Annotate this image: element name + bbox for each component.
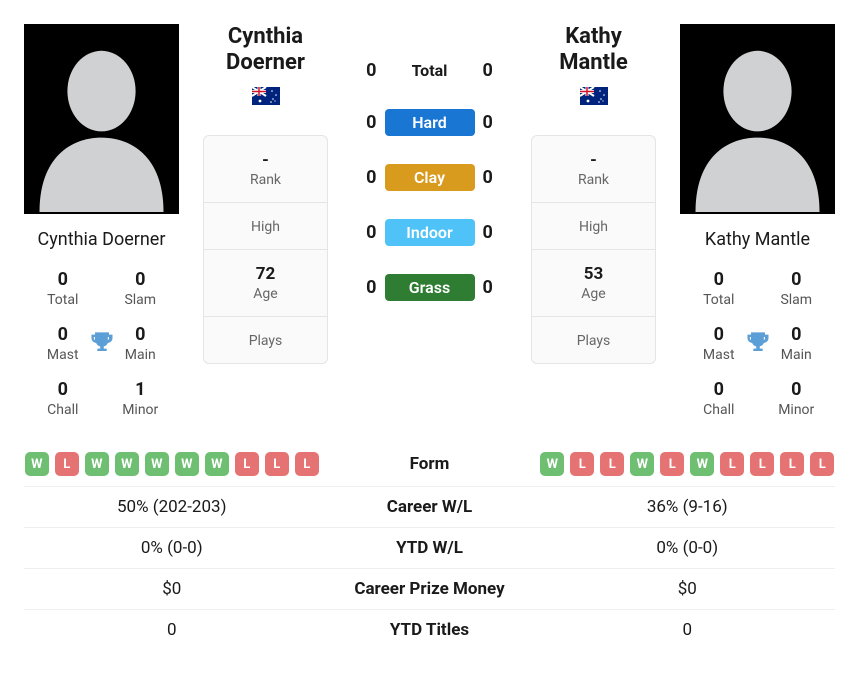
name-col-left: Cynthia Doerner - R [203, 24, 328, 418]
row-prize: $0 Career Prize Money $0 [24, 569, 835, 610]
compare-table: WLWWWWWLLL Form WLLWLWLLLL 50% (202-203)… [24, 442, 835, 650]
form-chip: L [660, 452, 684, 476]
form-chip: L [265, 452, 289, 476]
form-chip: L [720, 452, 744, 476]
bio-age-left: 72 Age [204, 250, 327, 317]
h2h-indoor: 0 Indoor 0 [352, 219, 507, 246]
title-chall-left: 0 Chall [24, 379, 102, 418]
form-chip: L [600, 452, 624, 476]
row-ytd-titles: 0 YTD Titles 0 [24, 610, 835, 650]
flag-right-icon [580, 87, 608, 105]
form-chip: W [115, 452, 139, 476]
title-grid-left: 0 Total 0 Slam 0 Mast 0 Main 0 Chall 1 M… [24, 269, 179, 418]
player-card-left: Cynthia Doerner 0 Total 0 Slam 0 Mast 0 … [24, 24, 179, 418]
silhouette-icon [680, 24, 835, 214]
bio-stack-left: - Rank High 72 Age Plays [203, 135, 328, 364]
title-minor-left: 1 Minor [102, 379, 180, 418]
bio-stack-right: - Rank High 53 Age Plays [531, 135, 656, 364]
form-chip: W [175, 452, 199, 476]
row-ytd-wl: 0% (0-0) YTD W/L 0% (0-0) [24, 528, 835, 569]
form-chip: W [145, 452, 169, 476]
player-name-right: Kathy Mantle [705, 228, 810, 251]
form-chip: W [205, 452, 229, 476]
surface-hard-pill: Hard [385, 109, 475, 136]
big-name-right: Kathy Mantle [531, 24, 656, 77]
title-total-right: 0 Total [680, 269, 758, 308]
name-col-right: Kathy Mantle - Rank [531, 24, 656, 418]
form-chip: L [570, 452, 594, 476]
form-chip: W [630, 452, 654, 476]
title-slam-left: 0 Slam [102, 269, 180, 308]
player-card-right: Kathy Mantle 0 Total 0 Slam 0 Mast 0 Mai… [680, 24, 835, 418]
form-chip: W [85, 452, 109, 476]
title-grid-right: 0 Total 0 Slam 0 Mast 0 Main 0 Chall 0 M… [680, 269, 835, 418]
bio-plays-left: Plays [204, 317, 327, 363]
row-form: WLWWWWWLLL Form WLLWLWLLLL [24, 442, 835, 487]
bio-plays-right: Plays [532, 317, 655, 363]
title-minor-right: 0 Minor [758, 379, 836, 418]
form-chip: L [55, 452, 79, 476]
bio-high-left: High [204, 203, 327, 250]
top-section: Cynthia Doerner 0 Total 0 Slam 0 Mast 0 … [24, 24, 835, 418]
form-chip: L [295, 452, 319, 476]
bio-age-right: 53 Age [532, 250, 655, 317]
h2h-clay: 0 Clay 0 [352, 164, 507, 191]
trophy-icon [88, 330, 116, 358]
form-chip: L [780, 452, 804, 476]
bio-rank-right: - Rank [532, 136, 655, 203]
surface-grass-pill: Grass [385, 274, 475, 301]
form-chip: W [540, 452, 564, 476]
avatar-right [680, 24, 835, 214]
h2h-total: 0 Total 0 [352, 60, 507, 81]
player-name-left: Cynthia Doerner [38, 228, 166, 251]
form-strip-right: WLLWLWLLLL [540, 452, 836, 476]
title-slam-right: 0 Slam [758, 269, 836, 308]
form-chip: L [810, 452, 834, 476]
title-chall-right: 0 Chall [680, 379, 758, 418]
avatar-left [24, 24, 179, 214]
bio-rank-left: - Rank [204, 136, 327, 203]
form-chip: L [750, 452, 774, 476]
form-strip-left: WLWWWWWLLL [24, 452, 320, 476]
h2h-grass: 0 Grass 0 [352, 274, 507, 301]
bio-high-right: High [532, 203, 655, 250]
silhouette-icon [24, 24, 179, 214]
title-total-left: 0 Total [24, 269, 102, 308]
big-name-left: Cynthia Doerner [203, 24, 328, 77]
form-chip: W [25, 452, 49, 476]
form-chip: W [690, 452, 714, 476]
surface-clay-pill: Clay [385, 164, 475, 191]
h2h-hard: 0 Hard 0 [352, 109, 507, 136]
surface-indoor-pill: Indoor [385, 219, 475, 246]
h2h-column: 0 Total 0 0 Hard 0 0 Clay 0 0 Indoor 0 0… [352, 24, 507, 418]
trophy-icon [744, 330, 772, 358]
form-chip: L [235, 452, 259, 476]
flag-left-icon [252, 87, 280, 105]
row-career-wl: 50% (202-203) Career W/L 36% (9-16) [24, 487, 835, 528]
